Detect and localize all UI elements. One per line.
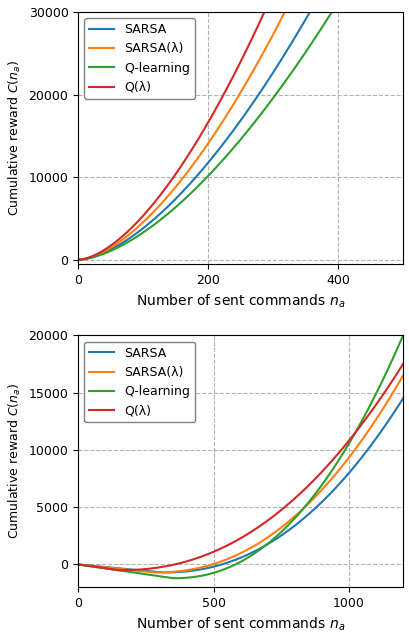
SARSA(λ)	[95, 563, 100, 570]
Q(λ)	[273, 511, 278, 518]
SARSA	[400, 395, 405, 403]
SARSA(λ)	[76, 256, 81, 264]
Q(λ)	[282, 502, 287, 510]
Q-learning	[171, 574, 175, 582]
Line: SARSA(λ): SARSA(λ)	[78, 376, 402, 573]
SARSA	[160, 569, 164, 577]
Q(λ)	[76, 561, 81, 568]
Q(λ)	[400, 360, 405, 368]
Q(λ)	[264, 517, 269, 525]
X-axis label: Number of sent commands $n_a$: Number of sent commands $n_a$	[136, 616, 344, 633]
SARSA(λ)	[264, 534, 269, 541]
SARSA(λ)	[282, 520, 287, 528]
SARSA	[273, 535, 278, 543]
X-axis label: Number of sent commands $n_a$: Number of sent commands $n_a$	[136, 292, 344, 310]
Q-learning	[282, 524, 287, 532]
Q-learning	[400, 332, 405, 339]
SARSA(λ)	[76, 561, 81, 568]
Q-learning	[273, 533, 278, 541]
SARSA(λ)	[273, 528, 278, 536]
Q(λ)	[159, 189, 164, 197]
Q(λ)	[322, 465, 327, 472]
SARSA	[222, 138, 227, 145]
Q-learning	[159, 215, 164, 223]
Q-learning	[264, 540, 269, 548]
Line: Q(λ): Q(λ)	[78, 0, 402, 260]
SARSA(λ)	[159, 199, 164, 207]
Line: SARSA(λ): SARSA(λ)	[78, 0, 402, 260]
SARSA	[322, 495, 327, 503]
SARSA	[76, 561, 81, 568]
Line: SARSA: SARSA	[78, 399, 402, 573]
Q-learning	[76, 256, 81, 264]
SARSA	[133, 230, 138, 237]
Q-learning	[355, 424, 360, 431]
Q-learning	[133, 234, 138, 241]
SARSA	[267, 74, 272, 82]
Q-learning	[319, 22, 324, 30]
SARSA	[159, 209, 164, 216]
SARSA	[95, 563, 100, 570]
SARSA(λ)	[267, 37, 272, 45]
Q(λ)	[355, 425, 360, 433]
Y-axis label: Cumulative reward $C(n_a)$: Cumulative reward $C(n_a)$	[7, 383, 23, 540]
Q-learning	[95, 564, 100, 572]
Q-learning	[292, 63, 297, 71]
Q(λ)	[95, 563, 100, 571]
Line: SARSA: SARSA	[78, 0, 402, 260]
SARSA	[76, 256, 81, 264]
SARSA(λ)	[400, 372, 405, 380]
SARSA	[264, 541, 269, 548]
SARSA(λ)	[151, 569, 156, 577]
Line: Q(λ): Q(λ)	[78, 364, 402, 570]
Q-learning	[267, 99, 272, 106]
Legend: SARSA, SARSA(λ), Q-learning, Q(λ): SARSA, SARSA(λ), Q-learning, Q(λ)	[84, 18, 195, 99]
Q-learning	[322, 477, 327, 484]
Q(λ)	[222, 88, 227, 95]
Q-learning	[76, 561, 81, 568]
Line: Q-learning: Q-learning	[78, 0, 402, 260]
SARSA(λ)	[322, 483, 327, 490]
SARSA	[292, 33, 297, 41]
Y-axis label: Cumulative reward $C(n_a)$: Cumulative reward $C(n_a)$	[7, 60, 23, 216]
Legend: SARSA, SARSA(λ), Q-learning, Q(λ): SARSA, SARSA(λ), Q-learning, Q(λ)	[84, 342, 195, 422]
Q-learning	[222, 154, 227, 161]
SARSA	[282, 529, 287, 536]
Line: Q-learning: Q-learning	[78, 335, 402, 578]
Q(λ)	[133, 220, 138, 228]
Q(λ)	[116, 566, 121, 574]
Q(λ)	[76, 256, 81, 264]
SARSA(λ)	[355, 441, 360, 449]
Q(λ)	[267, 0, 272, 4]
SARSA(λ)	[133, 225, 138, 233]
SARSA	[355, 458, 360, 465]
SARSA(λ)	[222, 114, 227, 122]
